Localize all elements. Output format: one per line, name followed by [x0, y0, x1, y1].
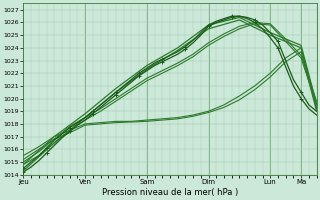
X-axis label: Pression niveau de la mer( hPa ): Pression niveau de la mer( hPa )	[102, 188, 238, 197]
